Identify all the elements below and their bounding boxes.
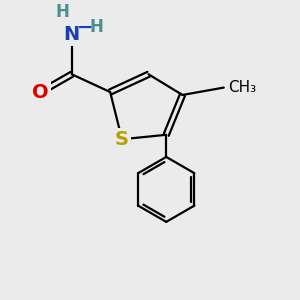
Text: H: H [56, 3, 70, 21]
Text: N: N [64, 25, 80, 44]
Text: S: S [115, 130, 129, 149]
Text: −: − [77, 18, 93, 37]
Text: H: H [90, 18, 104, 36]
Text: O: O [32, 82, 49, 101]
Text: CH₃: CH₃ [228, 80, 256, 95]
